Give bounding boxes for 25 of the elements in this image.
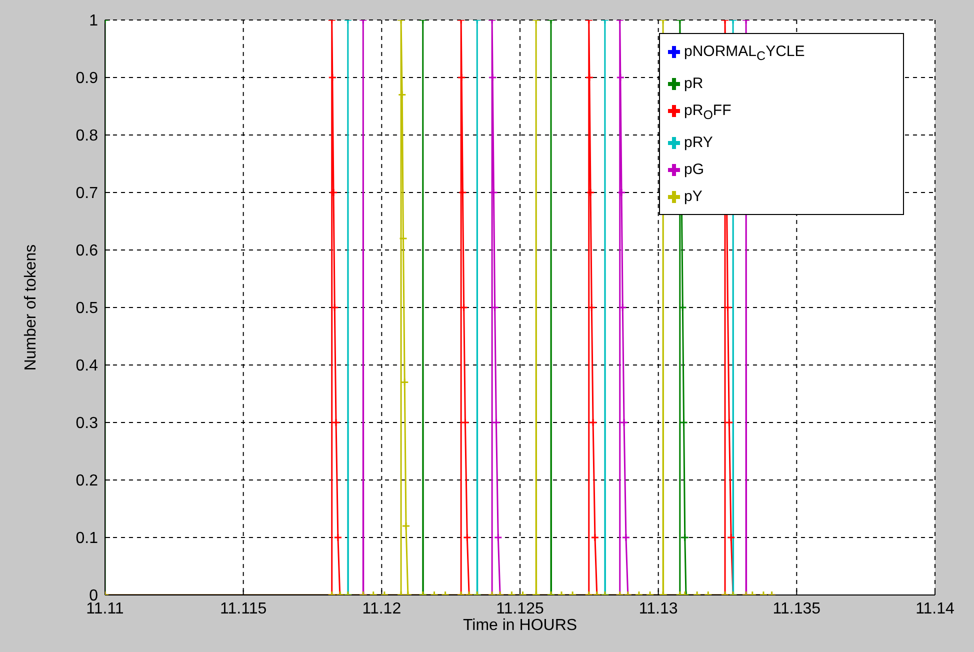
legend-label: pR$_{O}$FF [684, 102, 732, 122]
y-axis-title: Number of tokens [22, 244, 40, 371]
y-tick-label: 0.1 [76, 530, 98, 548]
x-tick-label: 11.125 [496, 600, 544, 618]
y-tick-label: 0.3 [76, 415, 98, 432]
legend-label: pG [684, 161, 704, 178]
x-tick-label: 11.14 [916, 600, 955, 618]
x-tick-label: 11.13 [638, 600, 678, 618]
x-tick-label: 11.135 [772, 600, 821, 618]
y-tick-label: 0.8 [76, 128, 98, 145]
x-tick-label: 11.115 [220, 600, 267, 618]
y-tick-label: 1 [89, 12, 98, 30]
y-tick-label: 0.2 [76, 472, 98, 490]
y-tick-label: 0.6 [76, 242, 98, 260]
y-tick-label: 0.9 [76, 70, 98, 88]
legend-label: pY [684, 188, 702, 205]
y-tick-label: 0.5 [76, 300, 98, 318]
y-tick-label: 0.7 [76, 185, 98, 202]
y-tick-label: 0.4 [76, 358, 98, 375]
legend-label: pR [684, 75, 704, 92]
x-axis-title: Time in HOURS [462, 617, 578, 634]
x-tick-label: 11.11 [86, 600, 124, 618]
x-tick-label: 11.12 [362, 600, 402, 618]
legend-label: pNORMAL$_{C}$YCLE [684, 43, 805, 63]
legend-label: pRY [684, 134, 713, 151]
